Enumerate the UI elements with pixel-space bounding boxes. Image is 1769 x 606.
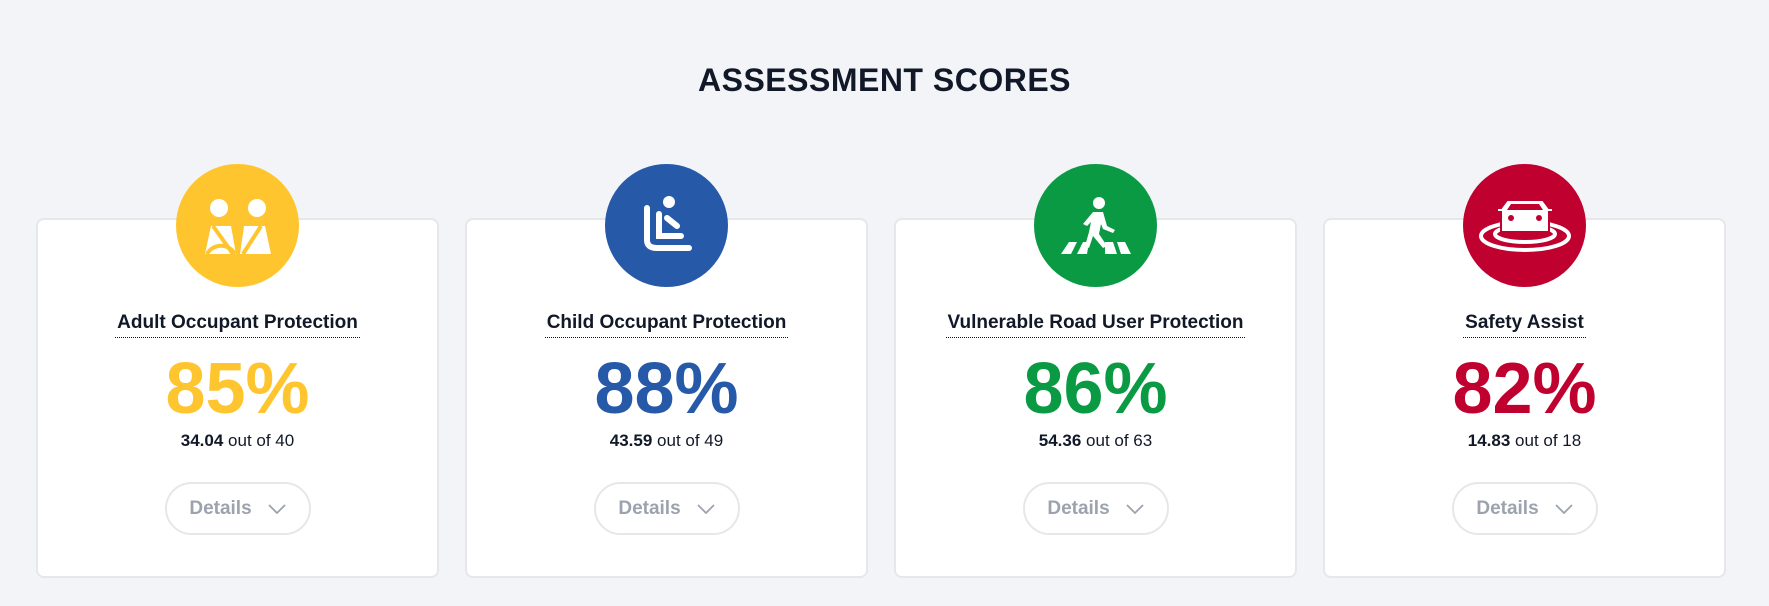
chevron-down-icon <box>1126 503 1144 514</box>
details-button[interactable]: Details <box>1451 482 1598 535</box>
adult-occupant-icon <box>176 164 299 287</box>
details-label: Details <box>618 497 681 519</box>
score-value: 54.36 <box>1038 431 1082 450</box>
score-max: out of 40 <box>228 431 295 450</box>
details-button[interactable]: Details <box>1022 482 1169 535</box>
score-detail: 54.36 out of 63 <box>896 431 1295 451</box>
score-max: out of 63 <box>1086 431 1153 450</box>
score-detail: 34.04 out of 40 <box>38 431 437 451</box>
details-label: Details <box>189 497 252 519</box>
score-value: 34.04 <box>180 431 224 450</box>
card-title[interactable]: Child Occupant Protection <box>544 312 789 338</box>
score-max: out of 18 <box>1515 431 1582 450</box>
child-seat-icon <box>605 164 728 287</box>
details-label: Details <box>1047 497 1110 519</box>
score-value: 14.83 <box>1467 431 1511 450</box>
score-percent: 82% <box>1452 349 1597 429</box>
score-percent: 86% <box>1023 349 1168 429</box>
score-percent: 85% <box>165 349 310 429</box>
chevron-down-icon <box>1555 503 1573 514</box>
chevron-down-icon <box>268 503 286 514</box>
card-title[interactable]: Safety Assist <box>1463 312 1586 338</box>
page-title: ASSESSMENT SCORES <box>697 62 1071 98</box>
details-button[interactable]: Details <box>164 482 311 535</box>
score-detail: 43.59 out of 49 <box>467 431 866 451</box>
details-label: Details <box>1476 497 1539 519</box>
score-max: out of 49 <box>657 431 724 450</box>
car-radar-icon <box>1463 164 1586 287</box>
details-button[interactable]: Details <box>593 482 740 535</box>
chevron-down-icon <box>697 503 715 514</box>
pedestrian-icon <box>1034 164 1157 287</box>
score-value: 43.59 <box>609 431 653 450</box>
card-title[interactable]: Adult Occupant Protection <box>115 312 360 338</box>
score-percent: 88% <box>594 349 739 429</box>
card-title[interactable]: Vulnerable Road User Protection <box>945 312 1246 338</box>
score-detail: 14.83 out of 18 <box>1325 431 1724 451</box>
